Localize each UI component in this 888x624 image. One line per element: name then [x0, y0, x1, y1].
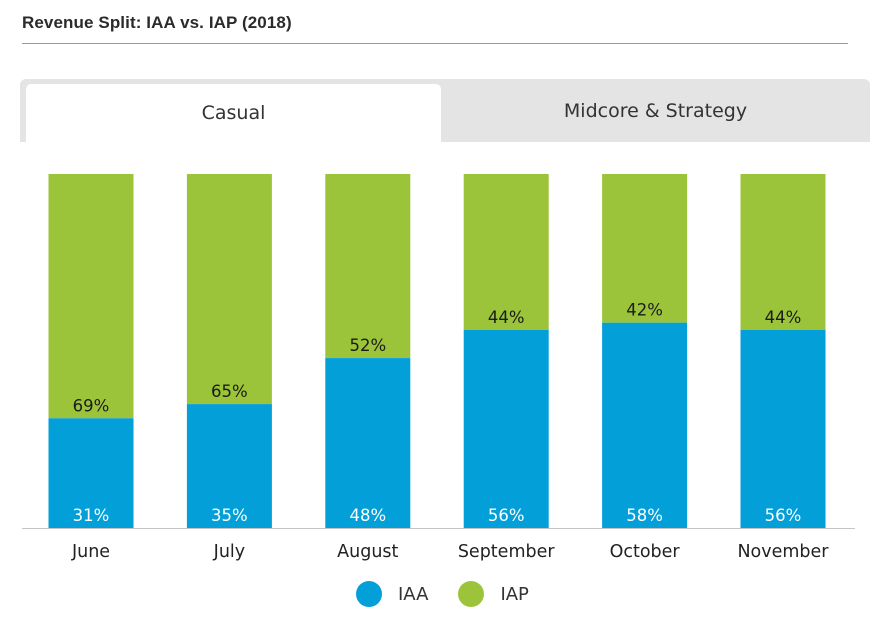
legend-swatch-iap	[458, 581, 485, 607]
data-label-iap-november: 44%	[765, 308, 802, 327]
legend-label-iap: IAP	[500, 583, 529, 605]
title-divider	[22, 43, 848, 44]
data-label-iap-september: 44%	[488, 308, 525, 327]
bar-iap-november	[740, 174, 826, 330]
page-title: Revenue Split: IAA vs. IAP (2018)	[22, 13, 292, 32]
tab-casual[interactable]: Casual	[26, 84, 441, 142]
x-tick-label-september: September	[458, 542, 556, 562]
bar-iap-october	[602, 174, 688, 323]
bar-iap-september	[463, 174, 549, 330]
data-label-iaa-july: 35%	[211, 506, 248, 525]
bar-iaa-august	[325, 358, 411, 528]
data-label-iap-august: 52%	[349, 336, 386, 355]
tab-bar: Casual Midcore & Strategy	[20, 79, 870, 142]
data-label-iaa-november: 56%	[765, 506, 802, 525]
stacked-bar-chart: 69% 31% June 65% 35% July 52% 48% August 44% 56% Se…	[22, 174, 855, 562]
x-tick-label-july: July	[213, 542, 245, 562]
tab-midcore-strategy[interactable]: Midcore & Strategy	[563, 99, 748, 122]
x-tick-label-november: November	[737, 542, 829, 562]
bar-iaa-november	[740, 329, 826, 528]
x-tick-label-october: October	[610, 542, 681, 562]
bar-iaa-july	[186, 404, 272, 528]
data-label-iap-july: 65%	[211, 382, 248, 401]
legend-swatch-iaa	[356, 581, 382, 607]
bar-iaa-june	[48, 418, 134, 528]
bar-iap-august	[325, 174, 411, 359]
data-label-iaa-june: 31%	[73, 506, 110, 525]
bar-iaa-september	[463, 329, 549, 528]
data-label-iaa-august: 48%	[349, 506, 386, 525]
data-label-iaa-october: 58%	[626, 506, 663, 525]
x-tick-label-june: June	[71, 542, 110, 562]
bar-iap-july	[186, 174, 272, 405]
legend: IAA IAP	[356, 581, 559, 607]
legend-item-iaa[interactable]: IAA	[356, 581, 428, 607]
data-label-iaa-september: 56%	[488, 506, 525, 525]
data-label-iap-october: 42%	[626, 301, 663, 320]
legend-label-iaa: IAA	[398, 583, 429, 605]
x-tick-label-august: August	[337, 542, 398, 562]
bar-iap-june	[48, 174, 134, 419]
data-label-iap-june: 69%	[73, 396, 110, 415]
bar-iaa-october	[602, 322, 688, 528]
legend-item-iap[interactable]: IAP	[458, 581, 529, 607]
